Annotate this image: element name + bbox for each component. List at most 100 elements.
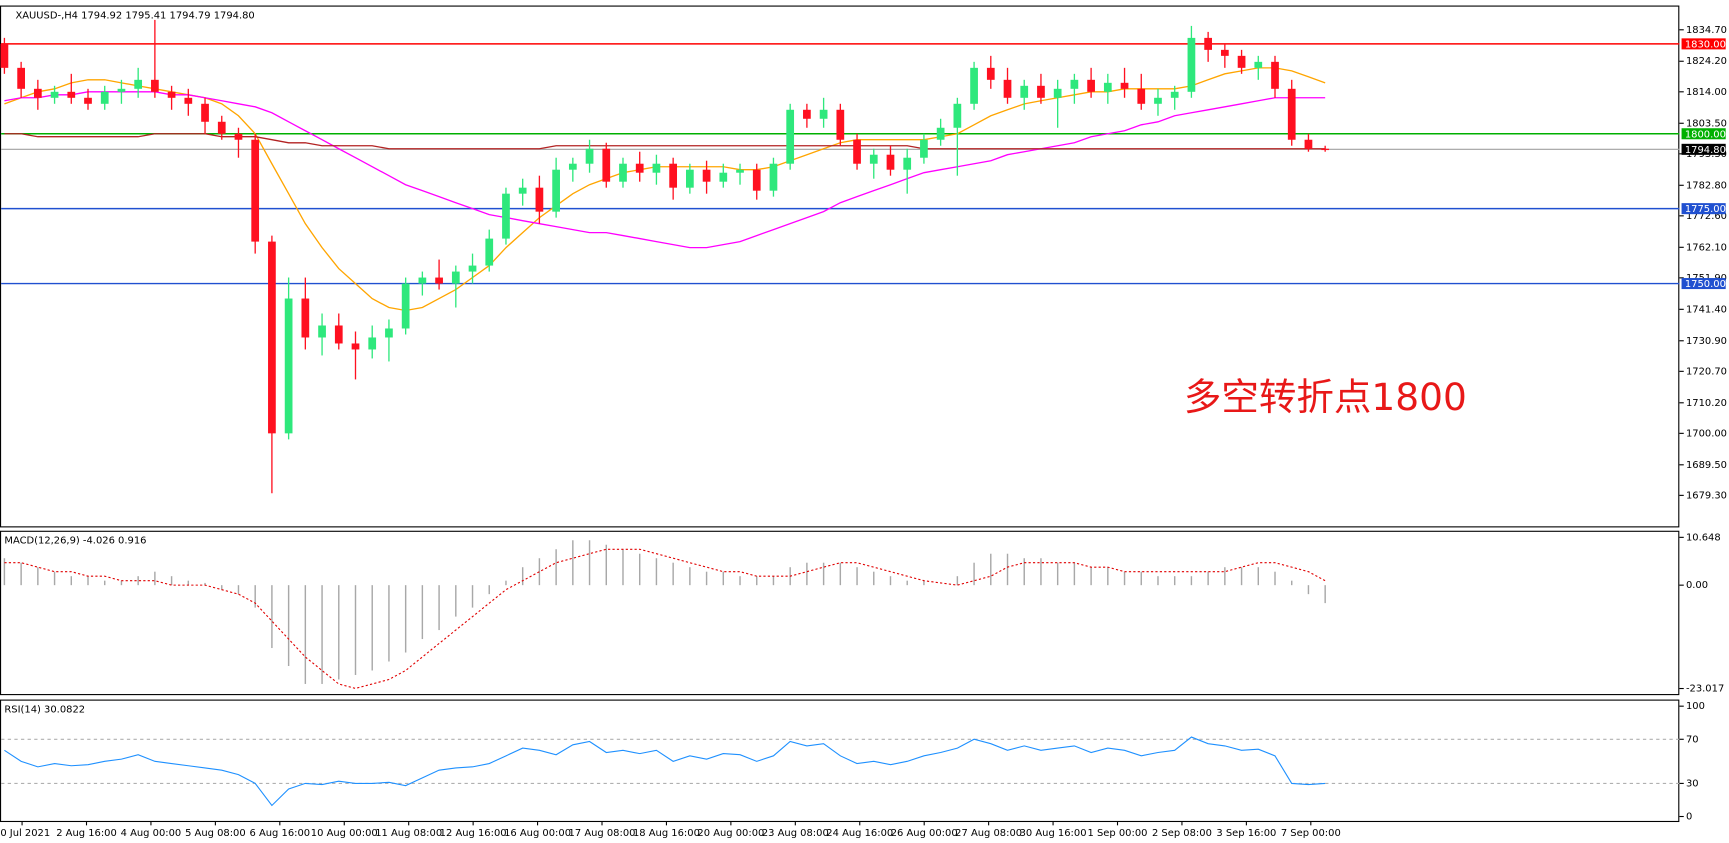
y-tick-label: 100 [1686,701,1705,712]
candle-body [234,133,243,140]
candle-body [117,88,126,92]
moving-average [4,67,1326,312]
x-tick-label: 6 Aug 16:00 [250,828,311,839]
candle-body [201,103,209,122]
y-tick-label: 0.00 [1686,580,1708,591]
candle-body [1237,55,1246,68]
panel-title: RSI(14) 30.0822 [4,704,85,715]
candle-body [1137,88,1146,104]
y-tick-label: 1834.70 [1686,25,1727,36]
moving-average [4,91,1326,249]
candle-body [268,241,276,434]
candle-body [1287,88,1296,140]
x-tick-label: 18 Aug 16:00 [633,828,700,839]
candle-body [351,343,360,350]
candle-body [986,67,995,80]
x-tick-label: 23 Aug 08:00 [762,828,829,839]
candle-body [786,109,795,164]
candle-body [435,277,443,284]
candle-body [585,148,594,164]
candle-body [886,154,895,170]
candle-body [1070,79,1079,89]
candle-body [1120,82,1129,89]
candle-body [251,139,260,242]
x-tick-label: 11 Aug 08:00 [375,828,442,839]
candle-body [1037,85,1045,98]
y-tick-label: 1762.10 [1686,242,1727,253]
level-label: 1794.80 [1685,145,1726,156]
x-tick-label: 16 Aug 00:00 [504,828,571,839]
candle-body [33,88,42,98]
candle-body [1254,61,1263,68]
candle-body [502,193,510,239]
candle-body [1020,85,1029,98]
candle-body [1087,79,1095,92]
level-label-box [1681,143,1726,155]
level-label-box [1681,203,1726,215]
rsi-line [4,736,1326,807]
level-label: 1775.00 [1685,204,1726,215]
candle-body [903,157,912,170]
candle-body [970,67,978,104]
y-tick-label: 70 [1686,734,1699,745]
candle-body [518,187,527,194]
candle-body [619,163,627,182]
x-tick-label: 2 Aug 16:00 [56,828,117,839]
y-tick-label: 30 [1686,778,1699,789]
candle-body [468,265,477,272]
y-tick-label: 10.648 [1686,532,1721,543]
y-tick-label: 1720.70 [1686,366,1727,377]
candle-body [686,169,694,188]
candle-body [920,139,928,158]
candle-body [736,169,744,173]
candle-body [853,139,861,164]
candle-body [568,163,577,170]
panel [0,530,1680,696]
candle-body [719,172,728,182]
candle-body [652,163,661,173]
candle-body [1304,139,1313,149]
candle-body [1271,61,1279,89]
candle-body [151,79,159,92]
x-tick-label: 26 Aug 00:00 [891,828,958,839]
x-tick-label: 3 Sep 16:00 [1216,828,1276,839]
candle-body [184,97,193,104]
y-tick-label: 1741.40 [1686,304,1727,315]
y-tick-label: 1679.30 [1686,490,1727,501]
candle-body [1187,37,1196,92]
candle-body [1204,37,1212,50]
candle-body [836,109,845,140]
y-tick-label: 1814.00 [1686,87,1727,98]
candle-body [17,67,25,89]
candle-body [1220,49,1229,56]
level-label-box [1681,38,1726,50]
candle-body [318,325,326,338]
candle-body [635,163,644,173]
candle-body [936,127,945,140]
x-tick-label: 24 Aug 16:00 [826,828,893,839]
candle-body [368,337,377,350]
candle-body [401,283,410,329]
panel-title: XAUUSD-,H4 1794.92 1795.41 1794.79 1794.… [15,10,254,21]
level-label: 1800.00 [1685,129,1726,140]
x-tick-label: 5 Aug 08:00 [185,828,246,839]
candle-body [334,325,343,344]
y-tick-label: 1689.50 [1686,460,1727,471]
candle-body [418,277,427,284]
y-tick-label: -23.017 [1686,684,1724,695]
candle-body [1321,148,1330,151]
x-tick-label: 30 Aug 16:00 [1020,828,1087,839]
candle-body [84,97,92,104]
candle-body [100,91,109,104]
annotation: 多空转折点1800 [1184,375,1467,419]
y-tick-label: 1803.50 [1686,118,1727,129]
panel [0,699,1680,823]
level-label: 1750.00 [1685,279,1726,290]
y-tick-label: 1824.20 [1686,56,1727,67]
candle-body [217,121,226,134]
panel [0,5,1680,528]
candle-body [953,103,962,128]
candle-body [869,154,878,164]
y-tick-label: 0 [1686,812,1692,823]
